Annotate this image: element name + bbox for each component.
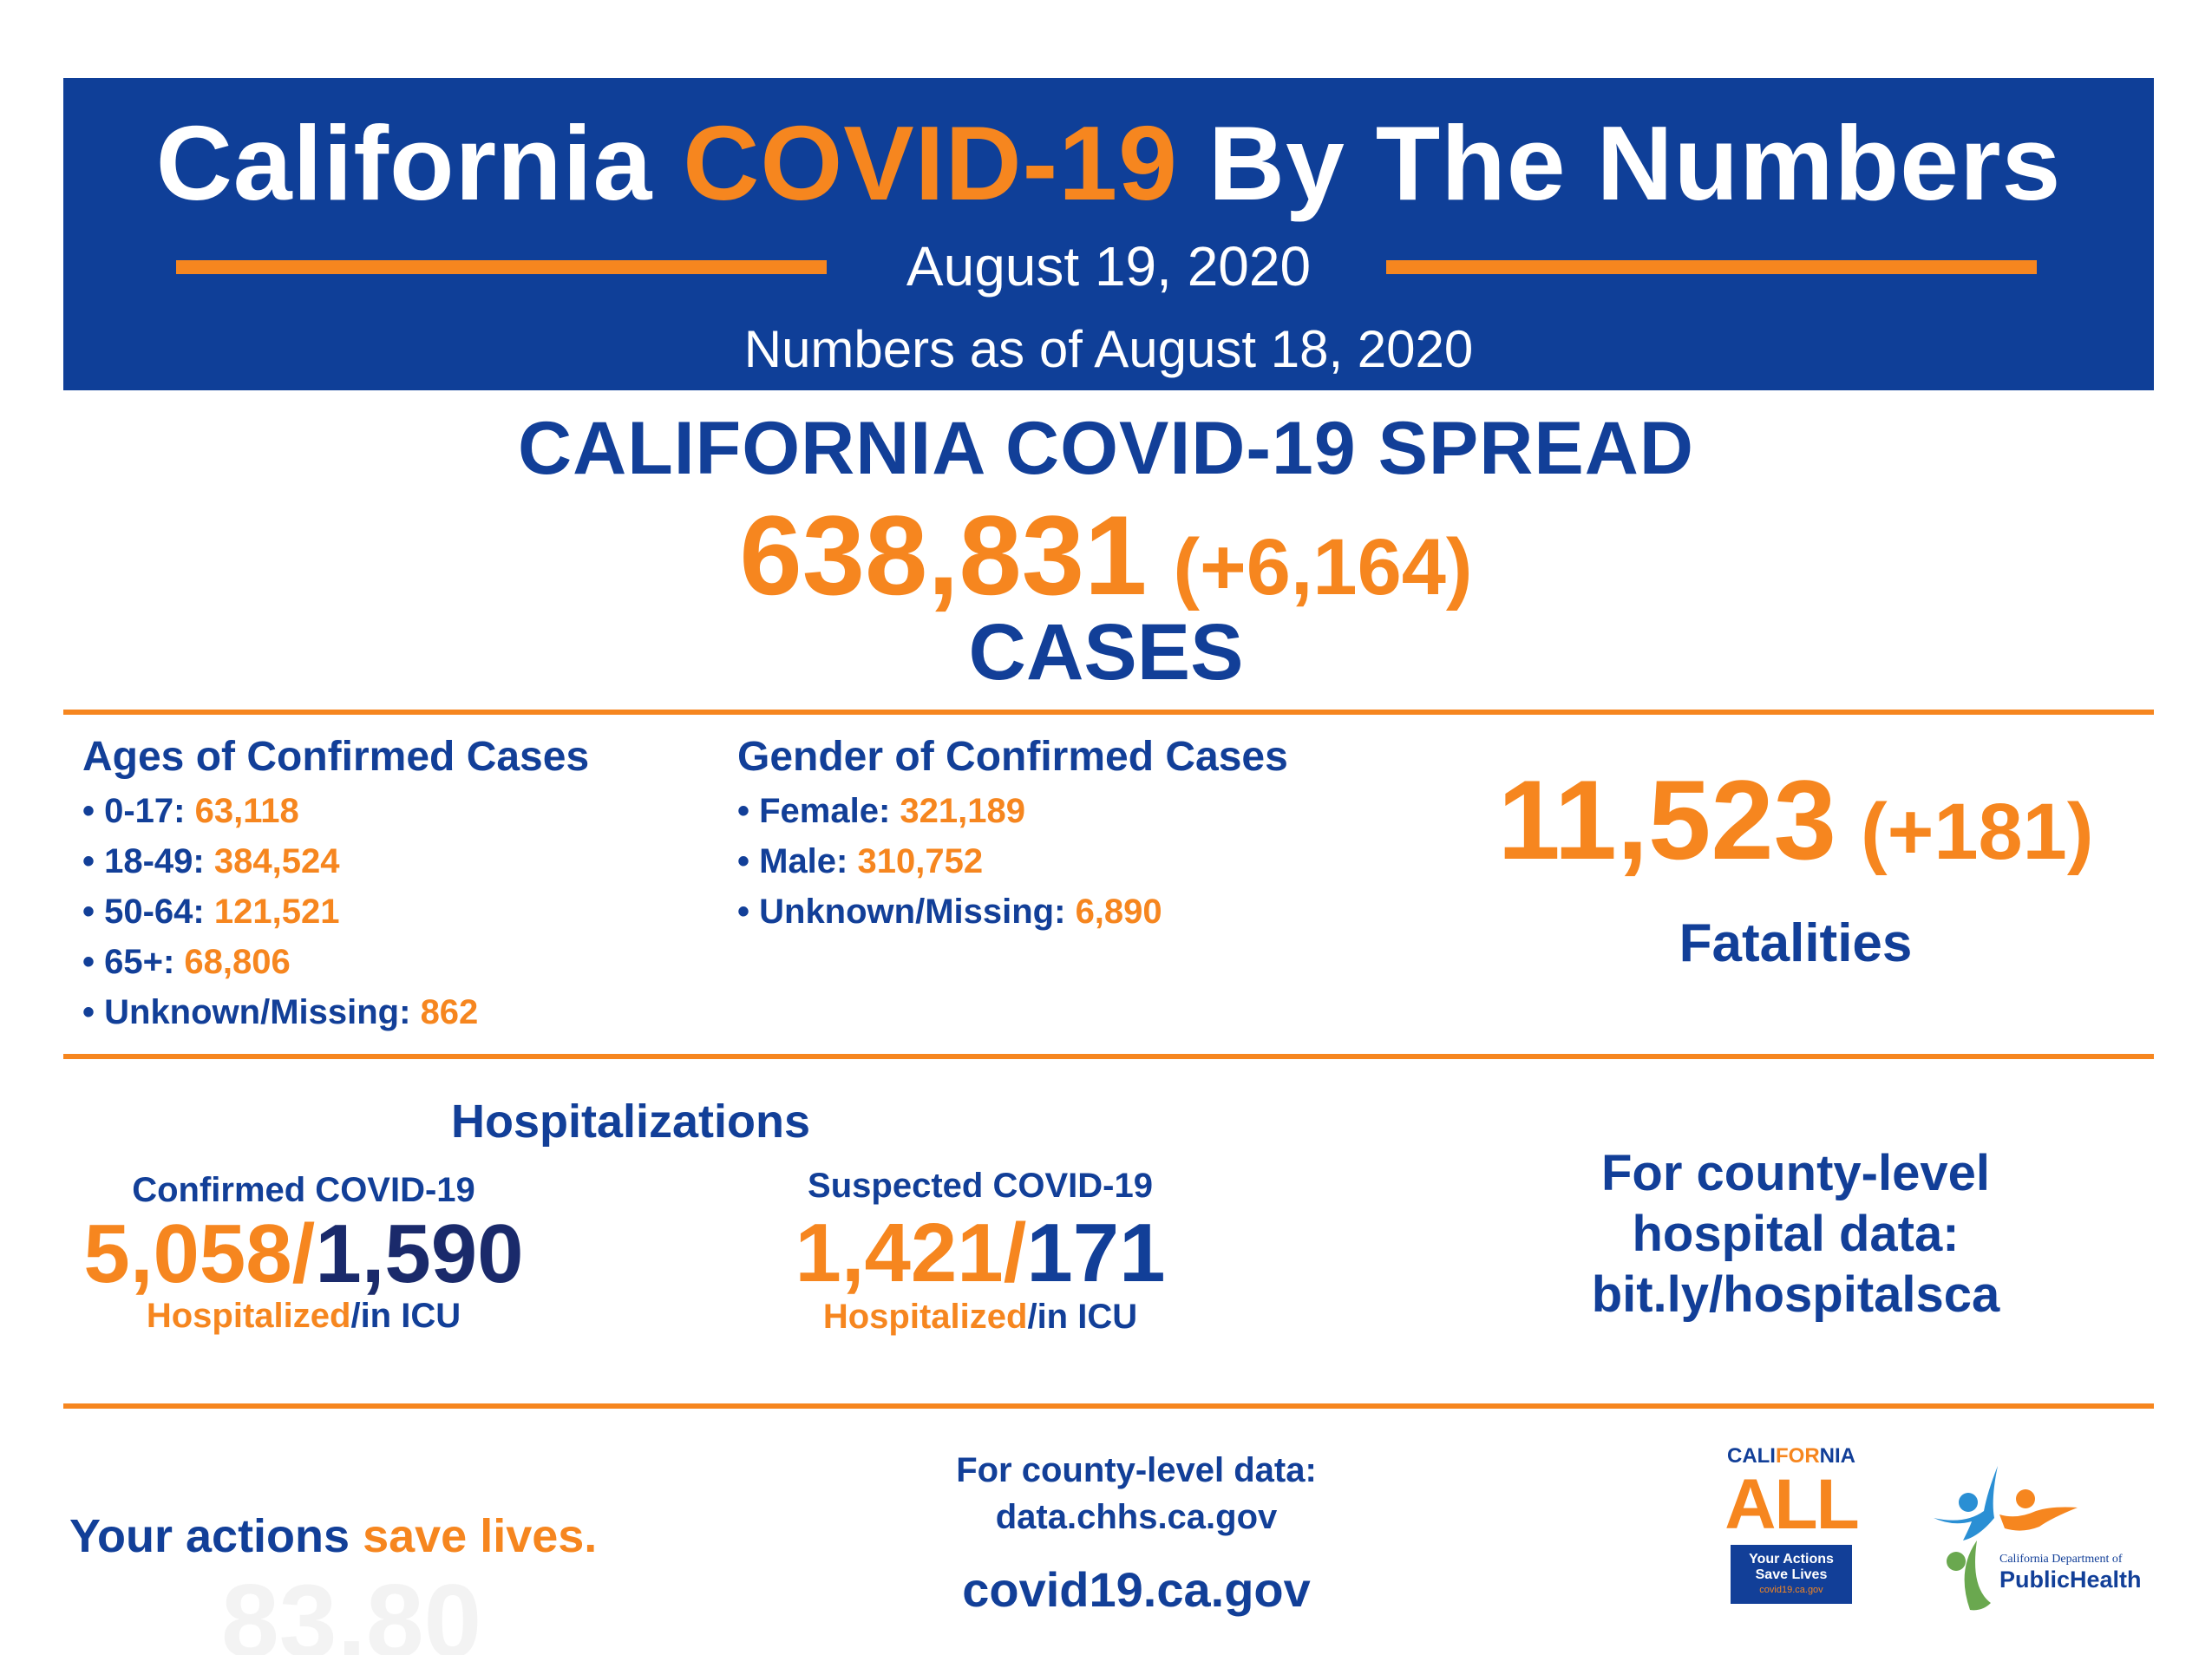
county-data-link[interactable]: data.chhs.ca.gov [995, 1498, 1278, 1536]
ages-item-value: 63,118 [194, 792, 299, 830]
divider-1 [63, 710, 2154, 715]
gender-item: • Unknown/Missing: 6,890 [737, 886, 1288, 937]
gender-item-value: 310,752 [857, 842, 984, 880]
ca-all-box-line2: Save Lives [1755, 1567, 1828, 1582]
ca-all-word-3: NIA [1819, 1444, 1855, 1468]
gender-item-label: • Unknown/Missing: [737, 893, 1066, 931]
fatalities-label: Fatalities [1679, 913, 1913, 973]
county-hospital-line1: For county-level [1601, 1145, 1990, 1201]
ca-all-big: ALL [1724, 1465, 1859, 1544]
fatalities-line: 11,523 (+181) [1405, 755, 2186, 885]
spread-heading: CALIFORNIA COVID-19 SPREAD [518, 407, 1694, 490]
ages-item-label: • Unknown/Missing: [82, 993, 411, 1031]
cases-change: (+6,164) [1173, 523, 1473, 612]
page-title: California COVID-19 By The Numbers [63, 102, 2154, 224]
ca-all-wordmark: CALIFORNIA [1722, 1444, 1861, 1469]
suspected-hospitalized: 1,421/ [795, 1207, 1027, 1299]
suspected-hosp-block: Suspected COVID-19 1,421/171 Hospitalize… [755, 1167, 1206, 1337]
cases-label: CASES [968, 608, 1244, 697]
confirmed-legend-hosp: Hospitalized [146, 1297, 351, 1335]
faded-watermark: 83,80 [221, 1563, 482, 1655]
gender-item-value: 321,189 [900, 792, 1026, 830]
suspected-subtitle: Suspected COVID-19 [808, 1167, 1153, 1205]
california-all-logo: CALIFORNIA ALL Your Actions Save Lives c… [1722, 1444, 1861, 1604]
suspected-legend-icu: /in ICU [1027, 1298, 1138, 1336]
ages-item: • 65+: 68,806 [82, 937, 589, 987]
divider-3 [63, 1403, 2154, 1409]
fatalities-change: (+181) [1860, 788, 2094, 876]
cdph-figures-icon [1934, 1466, 2078, 1611]
county-data-info: For county-level data: data.chhs.ca.gov [893, 1447, 1379, 1541]
cdph-logo: California Department of PublicHealth [1930, 1457, 2156, 1622]
tagline-part1: Your actions [69, 1510, 363, 1562]
gender-section: Gender of Confirmed Cases • Female: 321,… [737, 733, 1288, 937]
gender-item-label: • Male: [737, 842, 848, 880]
county-hospital-link[interactable]: bit.ly/hospitalsca [1591, 1266, 2000, 1323]
ca-all-word-1: CALI [1726, 1444, 1776, 1468]
title-by-the-numbers: By The Numbers [1207, 104, 2062, 222]
ca-all-box-line3: covid19.ca.gov [1759, 1585, 1823, 1595]
ages-item: • 50-64: 121,521 [82, 886, 589, 937]
ages-item-label: • 0-17: [82, 792, 186, 830]
numbers-as-of: Numbers as of August 18, 2020 [743, 320, 1474, 378]
county-hospital-info: For county-level hospital data: bit.ly/h… [1561, 1143, 2030, 1325]
confirmed-numbers: 5,058/1,590 [52, 1207, 555, 1302]
tagline: Your actions save lives. [69, 1509, 597, 1563]
title-covid: COVID-19 [683, 104, 1178, 222]
ages-item-value: 384,524 [213, 842, 340, 880]
ages-item: • 0-17: 63,118 [82, 786, 589, 836]
ages-item-label: • 18-49: [82, 842, 205, 880]
tagline-part2: save lives. [363, 1510, 598, 1562]
confirmed-icu: 1,590 [315, 1207, 524, 1300]
fatalities-total: 11,523 [1497, 756, 1836, 883]
ages-item-label: • 50-64: [82, 893, 205, 931]
suspected-legend: Hospitalized/in ICU [755, 1298, 1206, 1337]
ages-title: Ages of Confirmed Cases [82, 734, 590, 780]
ca-all-word-2: FOR [1775, 1444, 1820, 1468]
confirmed-legend-icu: /in ICU [350, 1297, 461, 1335]
ages-item: • 18-49: 384,524 [82, 836, 589, 886]
confirmed-subtitle: Confirmed COVID-19 [132, 1171, 475, 1209]
ages-section: Ages of Confirmed Cases • 0-17: 63,118 •… [82, 733, 589, 1037]
gender-item-value: 6,890 [1075, 893, 1162, 931]
cdph-text-line2: PublicHealth [1999, 1567, 2142, 1593]
suspected-legend-hosp: Hospitalized [822, 1298, 1028, 1336]
ca-all-box: Your Actions Save Lives covid19.ca.gov [1731, 1545, 1852, 1604]
ca-all-box-line1: Your Actions [1749, 1552, 1834, 1567]
title-california: California [155, 104, 653, 222]
ages-item-label: • 65+: [82, 943, 175, 981]
ages-item-value: 862 [420, 993, 479, 1031]
cases-total-line: 638,831 (+6,164) [0, 490, 2212, 620]
report-date: August 19, 2020 [906, 235, 1312, 298]
ages-item-value: 121,521 [213, 893, 340, 931]
suspected-numbers: 1,421/171 [755, 1206, 1206, 1301]
cases-total: 638,831 [739, 492, 1148, 618]
gender-item: • Female: 321,189 [737, 786, 1288, 836]
header-banner: California COVID-19 By The Numbers Augus… [63, 78, 2154, 390]
hospitalizations-title: Hospitalizations [451, 1096, 811, 1148]
county-data-label: For county-level data: [956, 1451, 1317, 1489]
county-hospital-line2: hospital data: [1632, 1206, 1960, 1262]
confirmed-legend: Hospitalized/in ICU [52, 1297, 555, 1336]
gender-title: Gender of Confirmed Cases [737, 734, 1288, 780]
divider-2 [63, 1054, 2154, 1059]
gender-item-label: • Female: [737, 792, 891, 830]
confirmed-hospitalized: 5,058/ [83, 1207, 316, 1300]
ages-item-value: 68,806 [184, 943, 291, 981]
suspected-icu: 171 [1026, 1207, 1166, 1299]
ages-item: • Unknown/Missing: 862 [82, 987, 589, 1037]
cdph-text-line1: California Department of [1999, 1553, 2123, 1566]
gender-item: • Male: 310,752 [737, 836, 1288, 886]
confirmed-hosp-block: Confirmed COVID-19 5,058/1,590 Hospitali… [52, 1171, 555, 1336]
banner-rule-left [176, 260, 827, 274]
site-link[interactable]: covid19.ca.gov [962, 1562, 1311, 1617]
banner-rule-right [1386, 260, 2037, 274]
